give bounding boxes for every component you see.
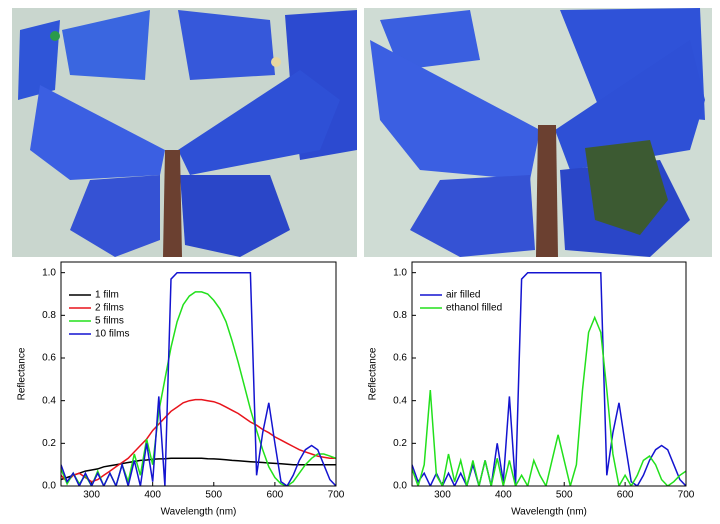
x-tick-label: 300: [83, 490, 100, 501]
legend-label: 5 films: [95, 316, 124, 327]
legend-label: air filled: [446, 290, 480, 301]
y-tick-label: 1.0: [42, 267, 56, 278]
y-tick-label: 0.4: [393, 395, 407, 406]
legend-label: 1 film: [95, 290, 119, 301]
x-tick-label: 400: [495, 490, 512, 501]
y-axis-label: Reflectance: [368, 347, 379, 400]
x-tick-label: 700: [678, 490, 695, 501]
x-tick-label: 400: [144, 490, 161, 501]
legend-label: 2 films: [95, 303, 124, 314]
y-tick-label: 0.0: [42, 481, 56, 492]
x-tick-label: 300: [434, 490, 451, 501]
y-tick-label: 0.6: [42, 353, 56, 364]
series-line: [412, 318, 686, 487]
x-tick-label: 500: [556, 490, 573, 501]
y-tick-label: 1.0: [393, 267, 407, 278]
series-line: [61, 400, 336, 482]
photo-left: [12, 8, 357, 257]
y-tick-label: 0.6: [393, 353, 407, 364]
y-tick-label: 0.8: [42, 310, 56, 321]
y-tick-label: 0.2: [42, 438, 56, 449]
legend-label: 10 films: [95, 329, 129, 340]
x-tick-label: 700: [328, 490, 345, 501]
photo-right: [364, 8, 712, 257]
y-tick-label: 0.8: [393, 310, 407, 321]
x-tick-label: 600: [267, 490, 284, 501]
legend-label: ethanol filled: [446, 303, 502, 314]
y-tick-label: 0.2: [393, 438, 407, 449]
x-axis-label: Wavelength (nm): [161, 507, 237, 518]
y-axis-label: Reflectance: [17, 347, 28, 400]
charts: 0.0 0.2 0.4 0.6 0.8 1.0 300 400 500 600 700 1 film 2…: [17, 262, 695, 518]
x-tick-label: 600: [617, 490, 634, 501]
x-axis-label: Wavelength (nm): [511, 507, 587, 518]
figure: 0.0 0.2 0.4 0.6 0.8 1.0 300 400 500 600 700 1 film 2…: [0, 0, 720, 519]
x-tick-label: 500: [205, 490, 222, 501]
y-tick-label: 0.0: [393, 481, 407, 492]
y-tick-label: 0.4: [42, 395, 56, 406]
